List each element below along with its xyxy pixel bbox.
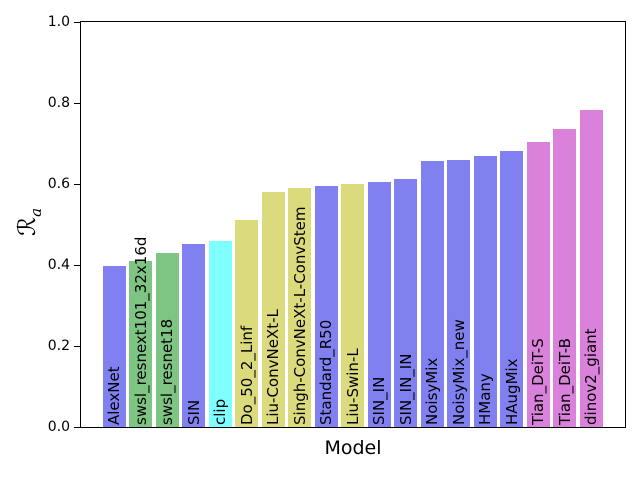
bar-HMany (473, 156, 497, 427)
bar-Tian_DeiT-B (553, 128, 576, 427)
y-tick-mark (74, 345, 80, 347)
bar-label-Singh-ConvNeXt-L-ConvStem: Singh-ConvNeXt-L-ConvStem (290, 206, 309, 425)
y-axis-label-main: ℛ (13, 216, 42, 237)
bar-label-HMany: HMany (476, 373, 494, 425)
bar-label-Tian_DeiT-S: Tian_DeiT-S (529, 338, 547, 425)
bar-swsl_resnet18 (155, 252, 179, 427)
x-axis-label: Model (324, 437, 382, 459)
bar-Standard_R50 (314, 186, 338, 427)
y-axis-label-text: ℛa (13, 208, 45, 236)
bar-NoisyMix (420, 161, 444, 427)
bar-dinov2_giant (579, 110, 603, 427)
y-tick-mark (74, 426, 80, 428)
plot-area: AlexNet swsl_resnext101_32x16d swsl_resnet… (80, 21, 626, 428)
bar-Tian_DeiT-S (526, 141, 550, 427)
y-tick-label: 0.2 (47, 338, 70, 354)
bar-label-Liu-Swin-L: Liu-Swin-L (343, 348, 362, 425)
bar-label-clip: clip (211, 398, 229, 425)
bar-label-SIN_IN_IN: SIN_IN_IN (396, 353, 415, 425)
bar-label-SIN: SIN (184, 399, 203, 425)
bar-label-HAugMix: HAugMix (502, 358, 521, 425)
y-tick-label: 0.0 (47, 419, 70, 435)
bar-label-dinov2_giant: dinov2_giant (582, 328, 600, 425)
bar-label-SIN_IN: SIN_IN (370, 376, 388, 425)
y-tick-label: 0.6 (47, 176, 70, 192)
bar-label-Standard_R50: Standard_R50 (317, 319, 335, 425)
bar-label-AlexNet: AlexNet (105, 366, 123, 425)
y-tick-mark (74, 183, 80, 185)
bar-NoisyMix_new (447, 159, 470, 427)
bar-label-NoisyMix: NoisyMix (423, 357, 441, 425)
bar-SIN_IN (367, 181, 391, 427)
y-tick-mark (74, 102, 80, 104)
bar-Liu-ConvNeXt-L (261, 191, 285, 427)
bar-AlexNet (102, 265, 126, 427)
bar-swsl_resnext101_32x16d (129, 260, 152, 427)
y-tick-label: 0.8 (47, 95, 70, 111)
bar-label-Liu-ConvNeXt-L: Liu-ConvNeXt-L (264, 309, 282, 425)
y-tick-mark (74, 264, 80, 266)
bar-Liu-Swin-L (341, 184, 364, 427)
bar-label-Do_50_2_Linf: Do_50_2_Linf (237, 325, 256, 425)
y-axis-label-subscript: a (26, 207, 45, 217)
bar-HAugMix (500, 150, 523, 427)
bar-Do_50_2_Linf (235, 220, 258, 427)
bar-label-swsl_resnext101_32x16d: swsl_resnext101_32x16d (131, 236, 150, 425)
bar-SIN_IN_IN (394, 179, 417, 427)
bar-Singh-ConvNeXt-L-ConvStem (288, 188, 311, 427)
y-tick-label: 0.4 (47, 257, 70, 273)
y-tick-label: 1.0 (47, 14, 70, 30)
bar-SIN (182, 243, 205, 427)
bar-label-NoisyMix_new: NoisyMix_new (449, 319, 468, 425)
y-tick-mark (74, 21, 80, 23)
bar-clip (208, 240, 232, 427)
bar-label-Tian_DeiT-B: Tian_DeiT-B (555, 338, 574, 425)
bar-label-swsl_resnet18: swsl_resnet18 (158, 318, 176, 425)
